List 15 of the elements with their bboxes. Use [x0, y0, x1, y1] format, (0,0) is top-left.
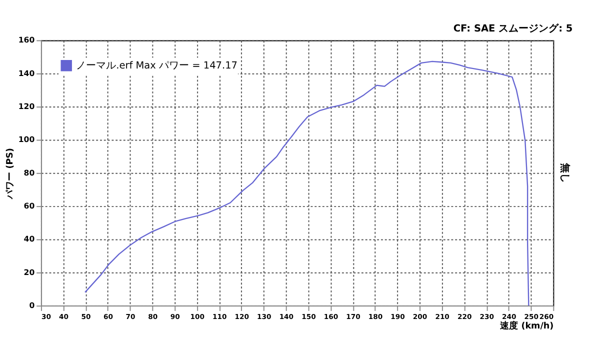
- y-tick-label: 140: [18, 68, 36, 78]
- y2-axis-title: 無し: [558, 162, 571, 183]
- y-tick-label: 0: [29, 301, 36, 310]
- y-tick-label: 40: [24, 234, 36, 244]
- line-series: [84, 60, 530, 306]
- y-tick-label: 80: [24, 168, 36, 178]
- y-tick-label: 120: [18, 102, 36, 111]
- x-axis-title: 速度 (km/h): [499, 320, 554, 332]
- y-tick-label: 100: [18, 135, 36, 144]
- text: CF: SAE スムージング: 5: [453, 22, 573, 34]
- y-tick-label: 20: [24, 268, 36, 277]
- y-axis-title: パワー (PS): [5, 148, 16, 200]
- legend-label: ノーマル.erf Max パワー = 147.17: [76, 60, 238, 72]
- y-tick-label: 160: [18, 36, 36, 45]
- y-tick-label: 60: [24, 202, 36, 211]
